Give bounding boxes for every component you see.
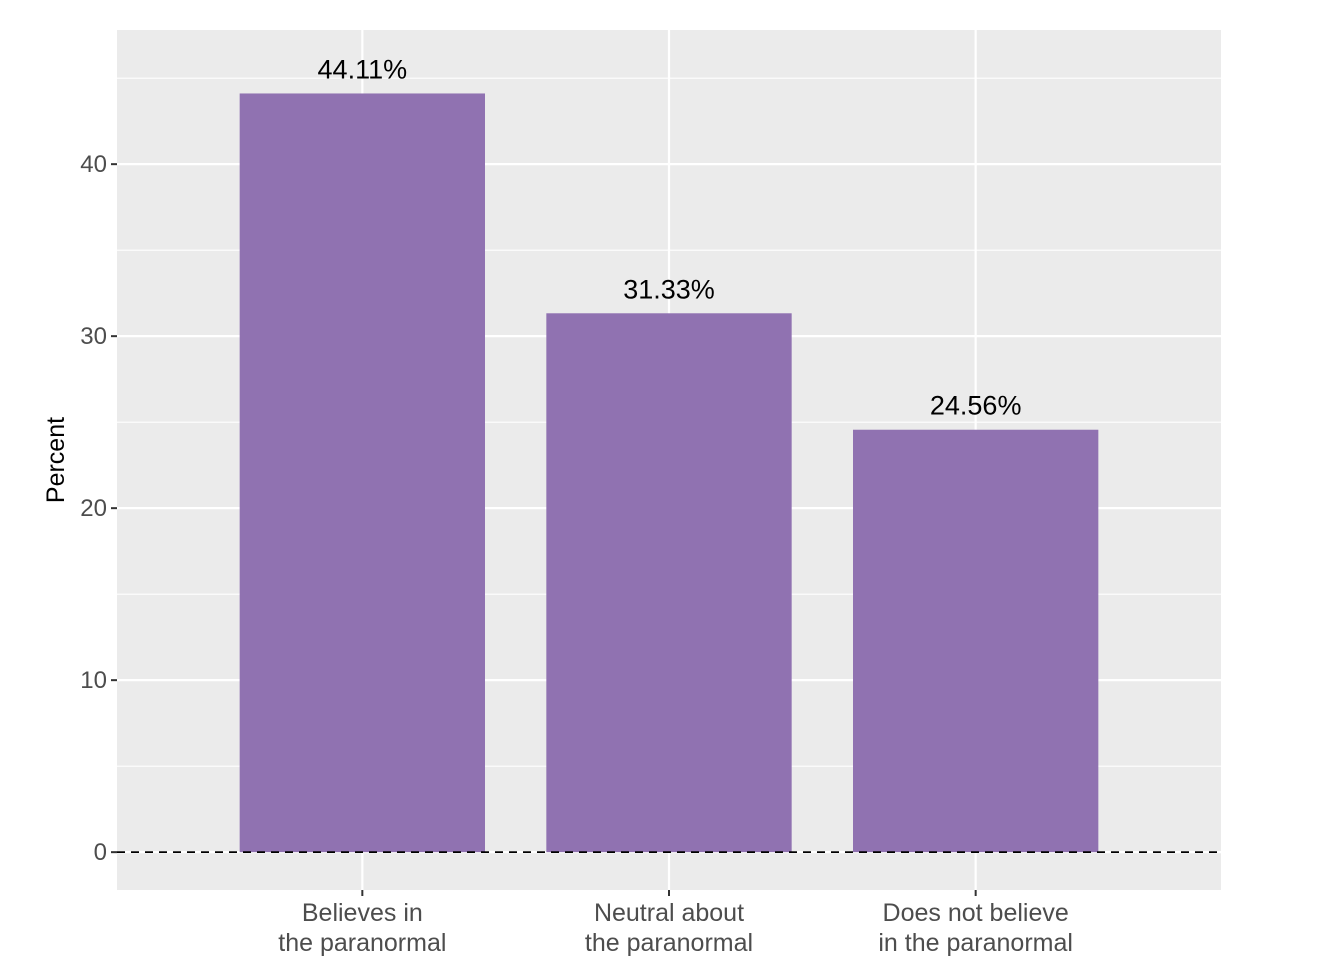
bar (239, 93, 485, 853)
y-axis: 0 10 20 30 40 (80, 151, 117, 866)
x-tick-label-line: in the paranormal (878, 929, 1073, 957)
x-tick-label-line: Does not believe (883, 899, 1069, 927)
y-tick-label: 10 (80, 667, 107, 694)
data-label: 24.56% (930, 391, 1022, 421)
bar (546, 313, 792, 853)
y-axis-title: Percent (42, 417, 70, 503)
data-labels: 44.11% 31.33% 24.56% (318, 54, 1022, 420)
x-tick-label-line: Believes in (302, 899, 423, 927)
x-tick-label: Neutral about the paranormal (585, 899, 753, 957)
y-tick-label: 20 (80, 495, 107, 522)
data-label: 31.33% (623, 274, 715, 304)
bar (853, 429, 1099, 853)
x-tick-label: Believes in the paranormal (278, 899, 446, 957)
x-tick-label-line: the paranormal (278, 929, 446, 957)
y-tick-label: 40 (80, 151, 107, 178)
x-tick-label: Does not believe in the paranormal (878, 899, 1073, 957)
bars (239, 93, 1099, 853)
data-label: 44.11% (318, 54, 408, 84)
y-tick-label: 0 (94, 839, 107, 866)
y-tick-label: 30 (80, 323, 107, 350)
x-tick-label-line: the paranormal (585, 929, 753, 957)
x-tick-label-line: Neutral about (594, 899, 744, 927)
